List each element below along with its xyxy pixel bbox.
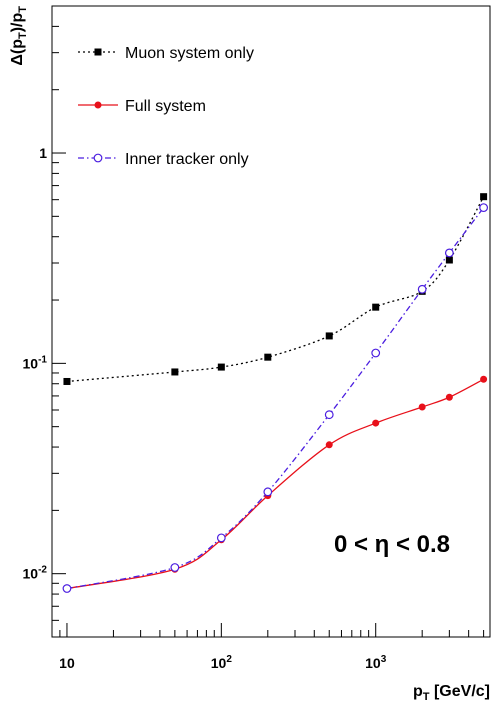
data-point — [63, 377, 71, 385]
y-axis-title: Δ(pT)/pT — [9, 6, 29, 66]
data-point — [444, 248, 454, 258]
plot-frame — [51, 5, 491, 638]
data-point — [445, 256, 453, 264]
data-point — [417, 284, 427, 294]
legend: Muon system only Full system Inner tracker… — [78, 45, 254, 168]
x-tick-label: 103 — [365, 654, 387, 671]
data-point — [325, 441, 333, 449]
legend-entry-full-system: Full system — [78, 98, 206, 115]
data-point — [480, 375, 488, 383]
legend-marker — [93, 153, 103, 163]
data-point — [62, 584, 72, 593]
data-point — [371, 348, 381, 358]
data-point — [418, 403, 426, 411]
eta-range-annotation: 0 < η < 0.8 — [334, 531, 450, 558]
series-full-system — [63, 375, 488, 593]
legend-marker — [94, 48, 102, 56]
series-line-muon-system-only — [66, 196, 485, 383]
series-line-inner-tracker-only — [66, 207, 485, 590]
data-point — [479, 203, 489, 213]
data-point — [171, 368, 179, 376]
axis-tick-labels: 10 102 103 10-2 10-1 1 — [23, 145, 387, 671]
x-tick-label: 10 — [59, 655, 75, 671]
data-point — [324, 410, 334, 420]
y-tick-label: 10-2 — [23, 565, 48, 582]
series-inner-tracker-only — [62, 203, 489, 593]
y-tick-label: 10-1 — [23, 354, 48, 371]
legend-marker — [94, 101, 102, 109]
x-tick-label: 102 — [211, 654, 233, 671]
data-point — [480, 193, 488, 201]
data-point — [325, 332, 333, 340]
axis-ticks — [51, 5, 485, 638]
data-point — [216, 533, 226, 543]
data-point — [264, 353, 272, 361]
legend-label: Inner tracker only — [125, 151, 249, 168]
legend-entry-muon-system-only: Muon system only — [78, 45, 254, 62]
data-point — [372, 419, 380, 427]
data-point — [217, 363, 225, 371]
x-axis-title: pT [GeV/c] — [413, 683, 490, 702]
data-point — [445, 393, 453, 401]
legend-label: Muon system only — [125, 45, 254, 62]
legend-entry-inner-tracker-only: Inner tracker only — [78, 151, 249, 168]
data-point — [263, 487, 273, 497]
legend-label: Full system — [125, 98, 206, 115]
series-layer — [62, 193, 489, 593]
data-point — [372, 303, 380, 311]
data-point — [170, 563, 180, 572]
y-tick-label: 1 — [39, 145, 47, 161]
